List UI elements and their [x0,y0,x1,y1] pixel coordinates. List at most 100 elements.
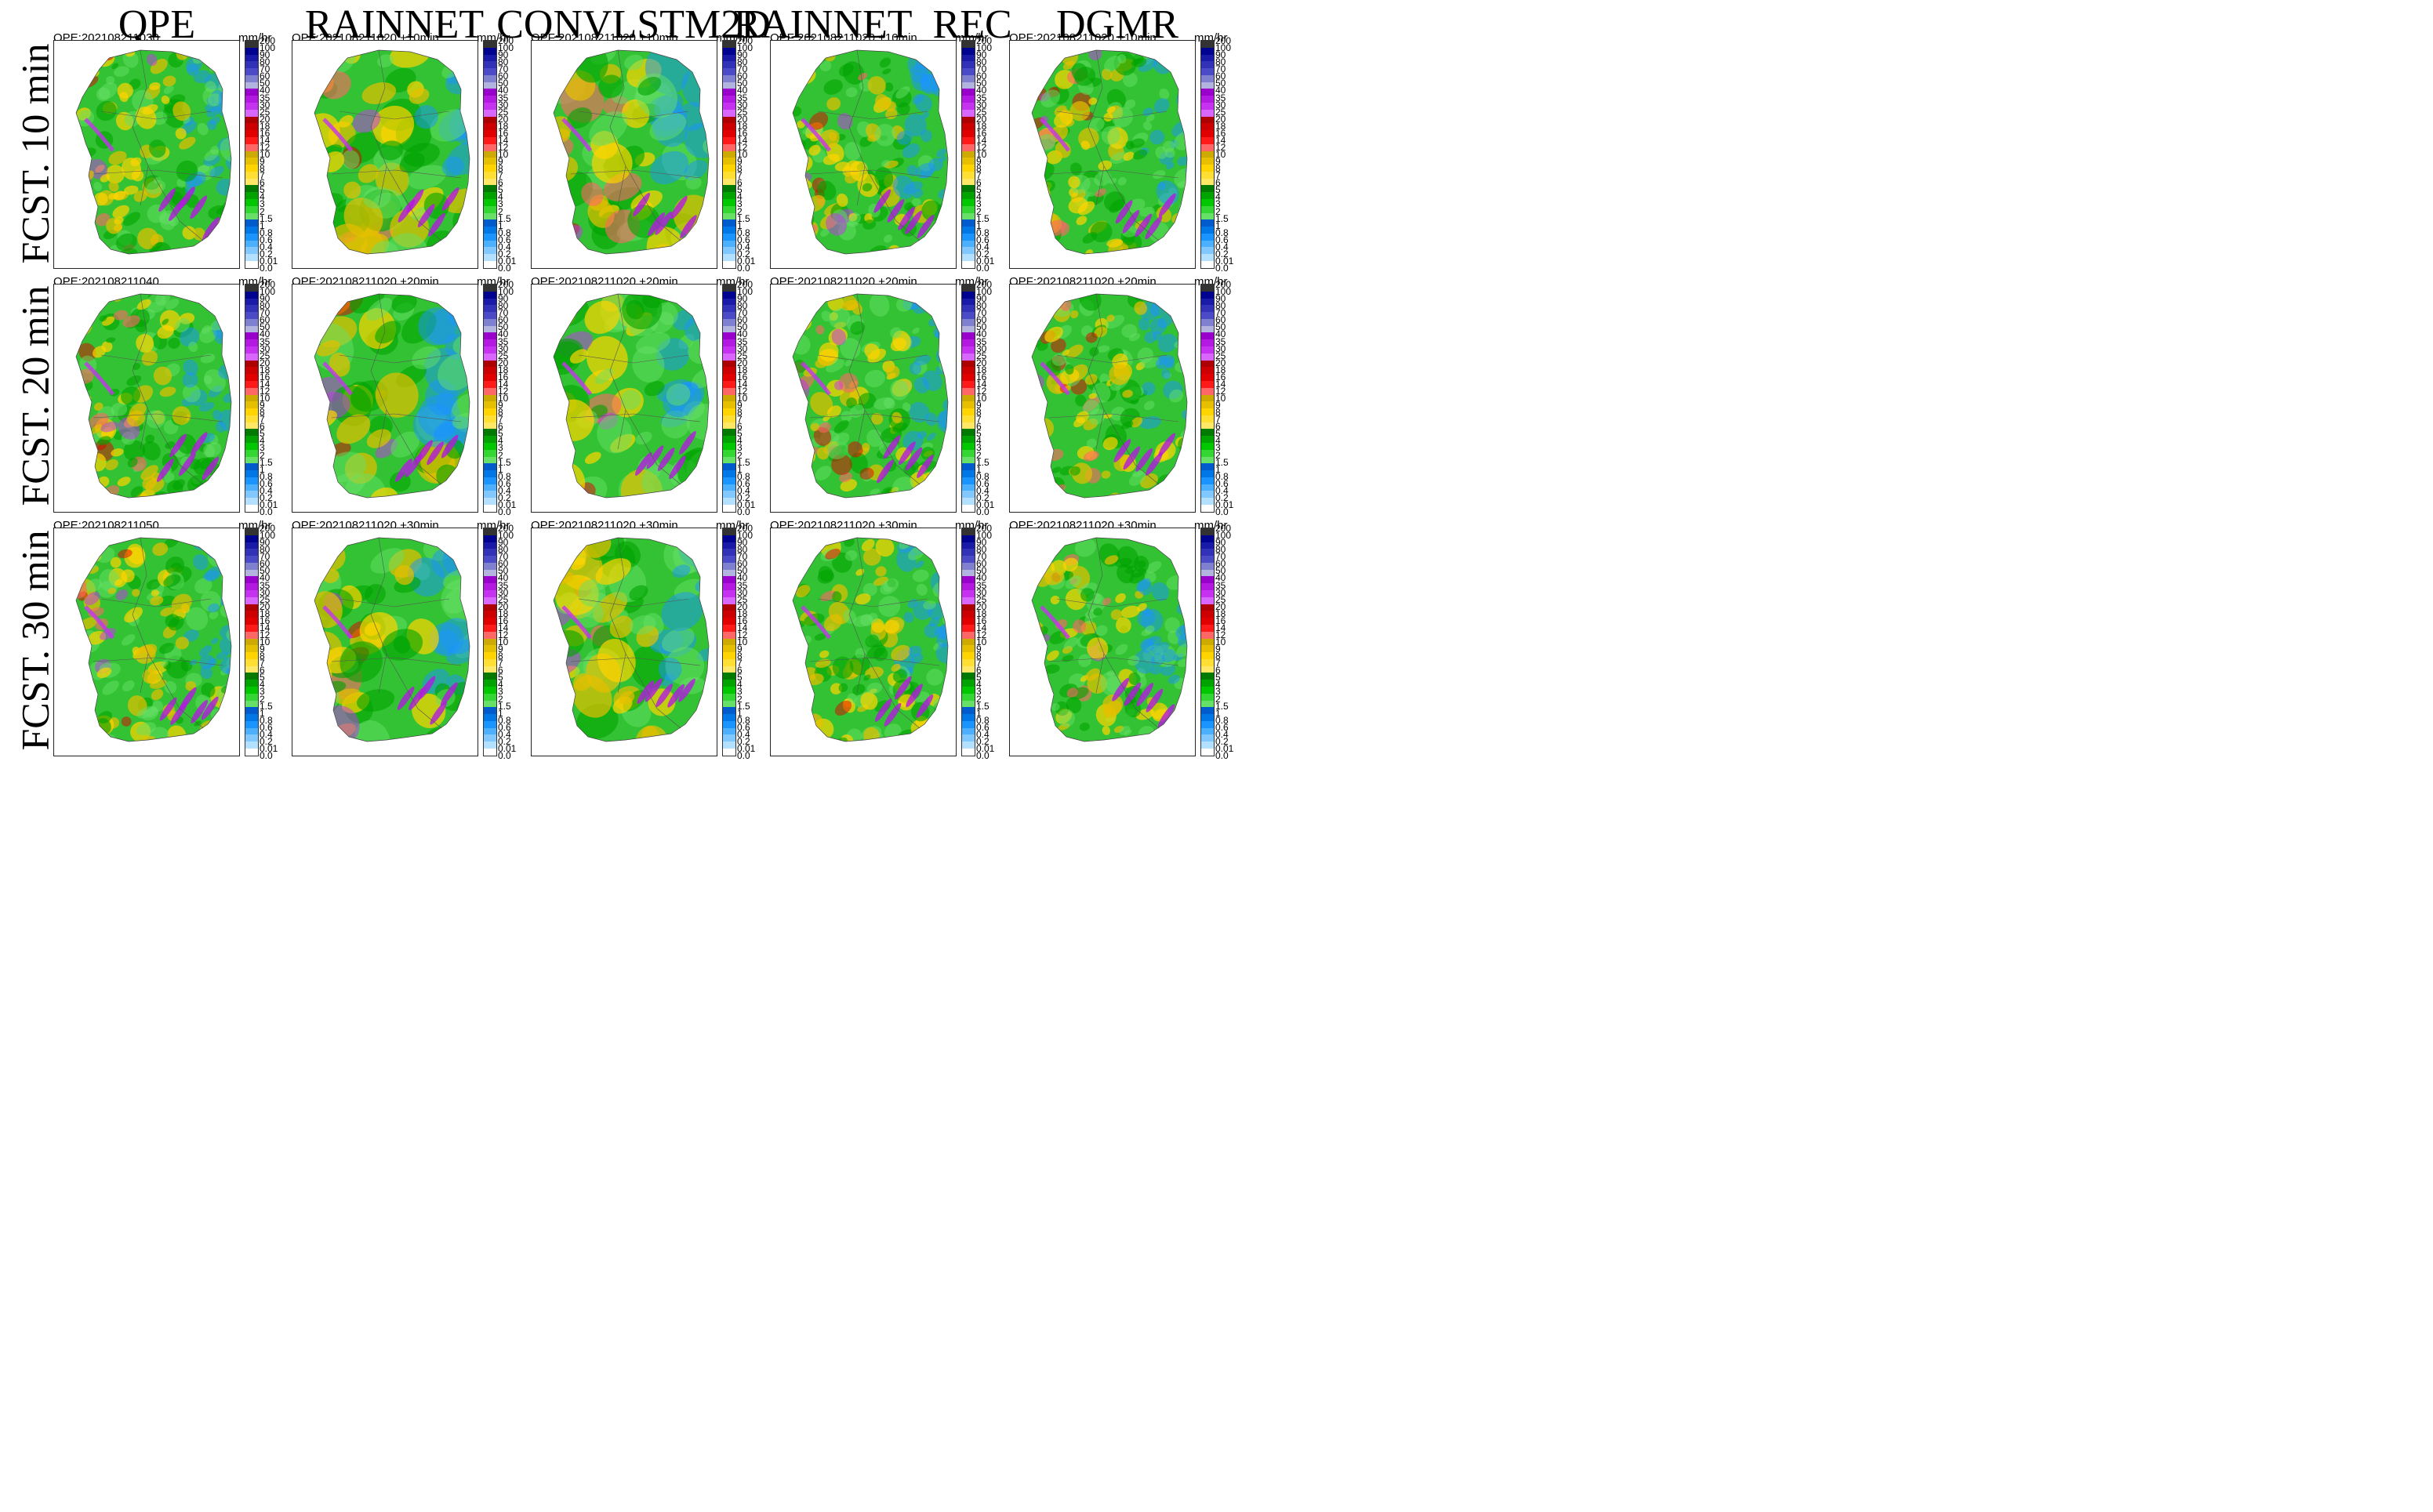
rain-cell [886,365,900,379]
rain-cell [1109,364,1131,386]
colorbar-segment [723,590,735,597]
colorbar-segment [723,68,735,75]
colorbar-tick-label: 0.2 [498,735,511,747]
colorbar-tick-label: 50 [498,321,509,333]
colorbar-tick-label: 0.4 [737,241,750,252]
rain-cell [850,321,866,335]
rain-cell [375,321,401,344]
colorbar-tick-label: 0.01 [260,742,278,754]
rain-cell [131,169,144,182]
colorbar-segment [484,576,496,584]
colorbar-tick-label: 5 [737,428,743,440]
coastline [792,293,949,499]
province-boundary [339,354,450,364]
colorbar [1200,40,1215,269]
rain-cell [222,237,231,254]
rain-band [1115,200,1133,224]
rain-cell [1134,650,1155,674]
colorbar-segment [723,741,735,749]
colorbar-tick-label: 3 [1215,686,1221,698]
province-boundary [570,413,701,422]
colorbar-tick-label: 90 [737,49,748,61]
province-boundary [1056,111,1167,120]
colorbar-segment [484,318,496,326]
colorbar-segment [245,498,258,505]
colorbar-tick-label: 2 [737,205,743,217]
colorbar-tick-label: 16 [1215,615,1226,626]
rain-cell [793,169,804,180]
colorbar-tick-label: 6 [260,665,265,676]
colorbar-tick-label: 40 [498,85,509,96]
colorbar-segment [723,89,735,96]
colorbar-tick-label: 0.0 [260,506,273,517]
rain-cell [859,467,874,480]
colorbar-segment [962,645,975,653]
colorbar-tick-label: 0.0 [1215,506,1229,517]
colorbar-segment [962,590,975,597]
colorbar-tick-label: 0.4 [976,728,990,740]
rain-cell [96,100,117,121]
rain-cell [219,487,231,498]
colorbar-segment [484,360,496,368]
colorbar-segment [484,54,496,62]
colorbar-segment [484,285,496,292]
colorbar-segment [245,442,258,450]
colorbar-segment [245,192,258,199]
map-panel: QPF:202108211020 +30min mm/hr 200 100 90 80 70… [531,519,758,762]
rain-cell [1079,722,1090,731]
rain-cell [632,346,665,383]
rain-band [657,448,675,471]
colorbar-segment [723,387,735,395]
rain-cell [219,56,231,72]
colorbar-segment [1201,542,1214,549]
colorbar-segment [1201,74,1214,82]
colorbar-segment [1201,198,1214,206]
colorbar-tick-label: 90 [498,49,509,61]
colorbar-tick-label: 100 [976,42,993,54]
rain-cell [902,143,921,158]
rain-cell [409,88,430,104]
province-boundary [1056,354,1167,364]
colorbar-tick-label: 12 [260,385,271,397]
rain-cell [1032,490,1046,498]
province-boundary [848,293,866,450]
rain-cell [597,638,636,683]
colorbar-tick-label: 70 [737,551,748,563]
colorbar-segment [484,631,496,639]
rain-cell [793,444,803,459]
colorbar-segment [245,171,258,179]
colorbar-tick-label: 70 [1215,307,1226,319]
rain-cell [826,97,841,111]
colorbar-tick-label: 50 [737,78,748,89]
colorbar-segment [484,470,496,477]
rain-cell [882,68,891,74]
colorbar-tick-label: 0.01 [498,255,517,267]
colorbar-segment [1201,556,1214,563]
colorbar-tick-label: 12 [976,385,987,397]
province-boundary [1048,169,1179,179]
rain-cell [1032,229,1041,237]
colorbar-segment [245,318,258,326]
rain-band [178,452,196,477]
colorbar-tick-label: 4 [1215,435,1221,447]
rain-cell [793,544,808,561]
rain-cell [408,165,447,190]
colorbar-tick-label: 10 [498,149,509,160]
province-boundary [1103,653,1160,729]
rain-cell [554,204,572,234]
rain-cell [829,308,851,329]
colorbar-tick-label: 7 [737,170,743,182]
colorbar [961,528,975,756]
rain-band [1157,704,1175,728]
colorbar-segment [723,47,735,55]
colorbar-tick-label: 18 [737,120,748,132]
colorbar-segment [245,624,258,632]
rain-cell [831,737,848,741]
colorbar-tick-label: 6 [976,421,982,433]
rain-cell [866,682,883,694]
rain-cell [1161,368,1171,379]
colorbar-segment [245,198,258,206]
colorbar-tick-label: 8 [498,163,503,175]
rain-cell [598,74,623,99]
rain-cell [1075,394,1087,407]
